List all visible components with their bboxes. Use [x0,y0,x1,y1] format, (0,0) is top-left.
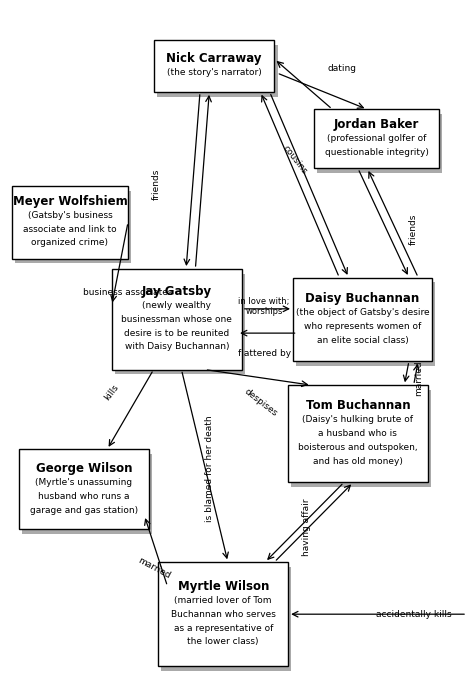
Text: accidentally kills: accidentally kills [376,610,451,619]
FancyBboxPatch shape [12,186,128,259]
Text: Daisy Buchannan: Daisy Buchannan [305,292,419,305]
Text: who represents women of: who represents women of [304,322,421,330]
Text: cousins: cousins [281,144,309,176]
Text: businessman whose one: businessman whose one [121,315,232,323]
Text: (Myrtle's unassuming: (Myrtle's unassuming [36,478,132,486]
Text: flattered by: flattered by [237,349,291,358]
Text: having affair: having affair [302,499,311,556]
FancyBboxPatch shape [115,273,245,375]
Text: as a representative of: as a representative of [173,624,273,632]
Text: an elite social class): an elite social class) [317,336,409,344]
Text: (Gatsby's business: (Gatsby's business [27,211,112,219]
Text: business associates: business associates [83,288,173,297]
Text: associate and link to: associate and link to [23,225,117,233]
Text: friends: friends [409,213,418,245]
FancyBboxPatch shape [157,45,278,97]
FancyBboxPatch shape [154,40,274,92]
Text: despises: despises [242,387,279,418]
Text: Myrtle Wilson: Myrtle Wilson [178,580,269,593]
Text: Nick Carraway: Nick Carraway [166,53,262,65]
FancyBboxPatch shape [112,269,242,369]
Text: (married lover of Tom: (married lover of Tom [174,596,272,604]
Text: friends: friends [151,168,160,200]
FancyBboxPatch shape [22,455,152,534]
Text: desire is to be reunited: desire is to be reunited [124,329,229,337]
Text: married: married [414,360,423,396]
Text: in love with;
worships: in love with; worships [238,297,290,316]
Text: married: married [136,555,172,580]
Text: (the story's narrator): (the story's narrator) [166,69,261,77]
Text: with Daisy Buchannan): with Daisy Buchannan) [125,343,229,351]
FancyBboxPatch shape [15,191,131,264]
FancyBboxPatch shape [314,109,439,168]
Text: and has old money): and has old money) [313,457,403,466]
FancyBboxPatch shape [293,278,432,361]
FancyBboxPatch shape [162,567,292,671]
Text: garage and gas station): garage and gas station) [30,506,138,514]
Text: organized crime): organized crime) [31,239,109,247]
Text: boisterous and outspoken,: boisterous and outspoken, [298,443,418,452]
Text: questionable integrity): questionable integrity) [325,149,428,157]
Text: (professional golfer of: (professional golfer of [327,135,426,143]
Text: is blamed for her death: is blamed for her death [205,415,214,522]
Text: husband who runs a: husband who runs a [38,492,130,500]
Text: the lower class): the lower class) [188,638,259,646]
Text: kills: kills [103,382,121,402]
FancyBboxPatch shape [296,282,436,366]
Text: (the object of Gatsby's desire: (the object of Gatsby's desire [296,308,429,316]
FancyBboxPatch shape [292,390,431,487]
FancyBboxPatch shape [19,450,149,530]
Text: Tom Buchannan: Tom Buchannan [306,400,410,412]
Text: (Daisy's hulking brute of: (Daisy's hulking brute of [302,416,413,424]
Text: Jay Gatsby: Jay Gatsby [142,285,212,298]
Text: Jordan Baker: Jordan Baker [334,119,419,131]
FancyBboxPatch shape [288,385,428,482]
Text: dating: dating [328,64,357,73]
Text: (newly wealthy: (newly wealthy [142,301,211,310]
Text: Meyer Wolfshiem: Meyer Wolfshiem [13,195,128,208]
Text: a husband who is: a husband who is [319,430,397,438]
FancyBboxPatch shape [158,562,288,666]
FancyBboxPatch shape [317,115,442,173]
Text: Buchannan who serves: Buchannan who serves [171,610,276,618]
Text: George Wilson: George Wilson [36,462,132,475]
